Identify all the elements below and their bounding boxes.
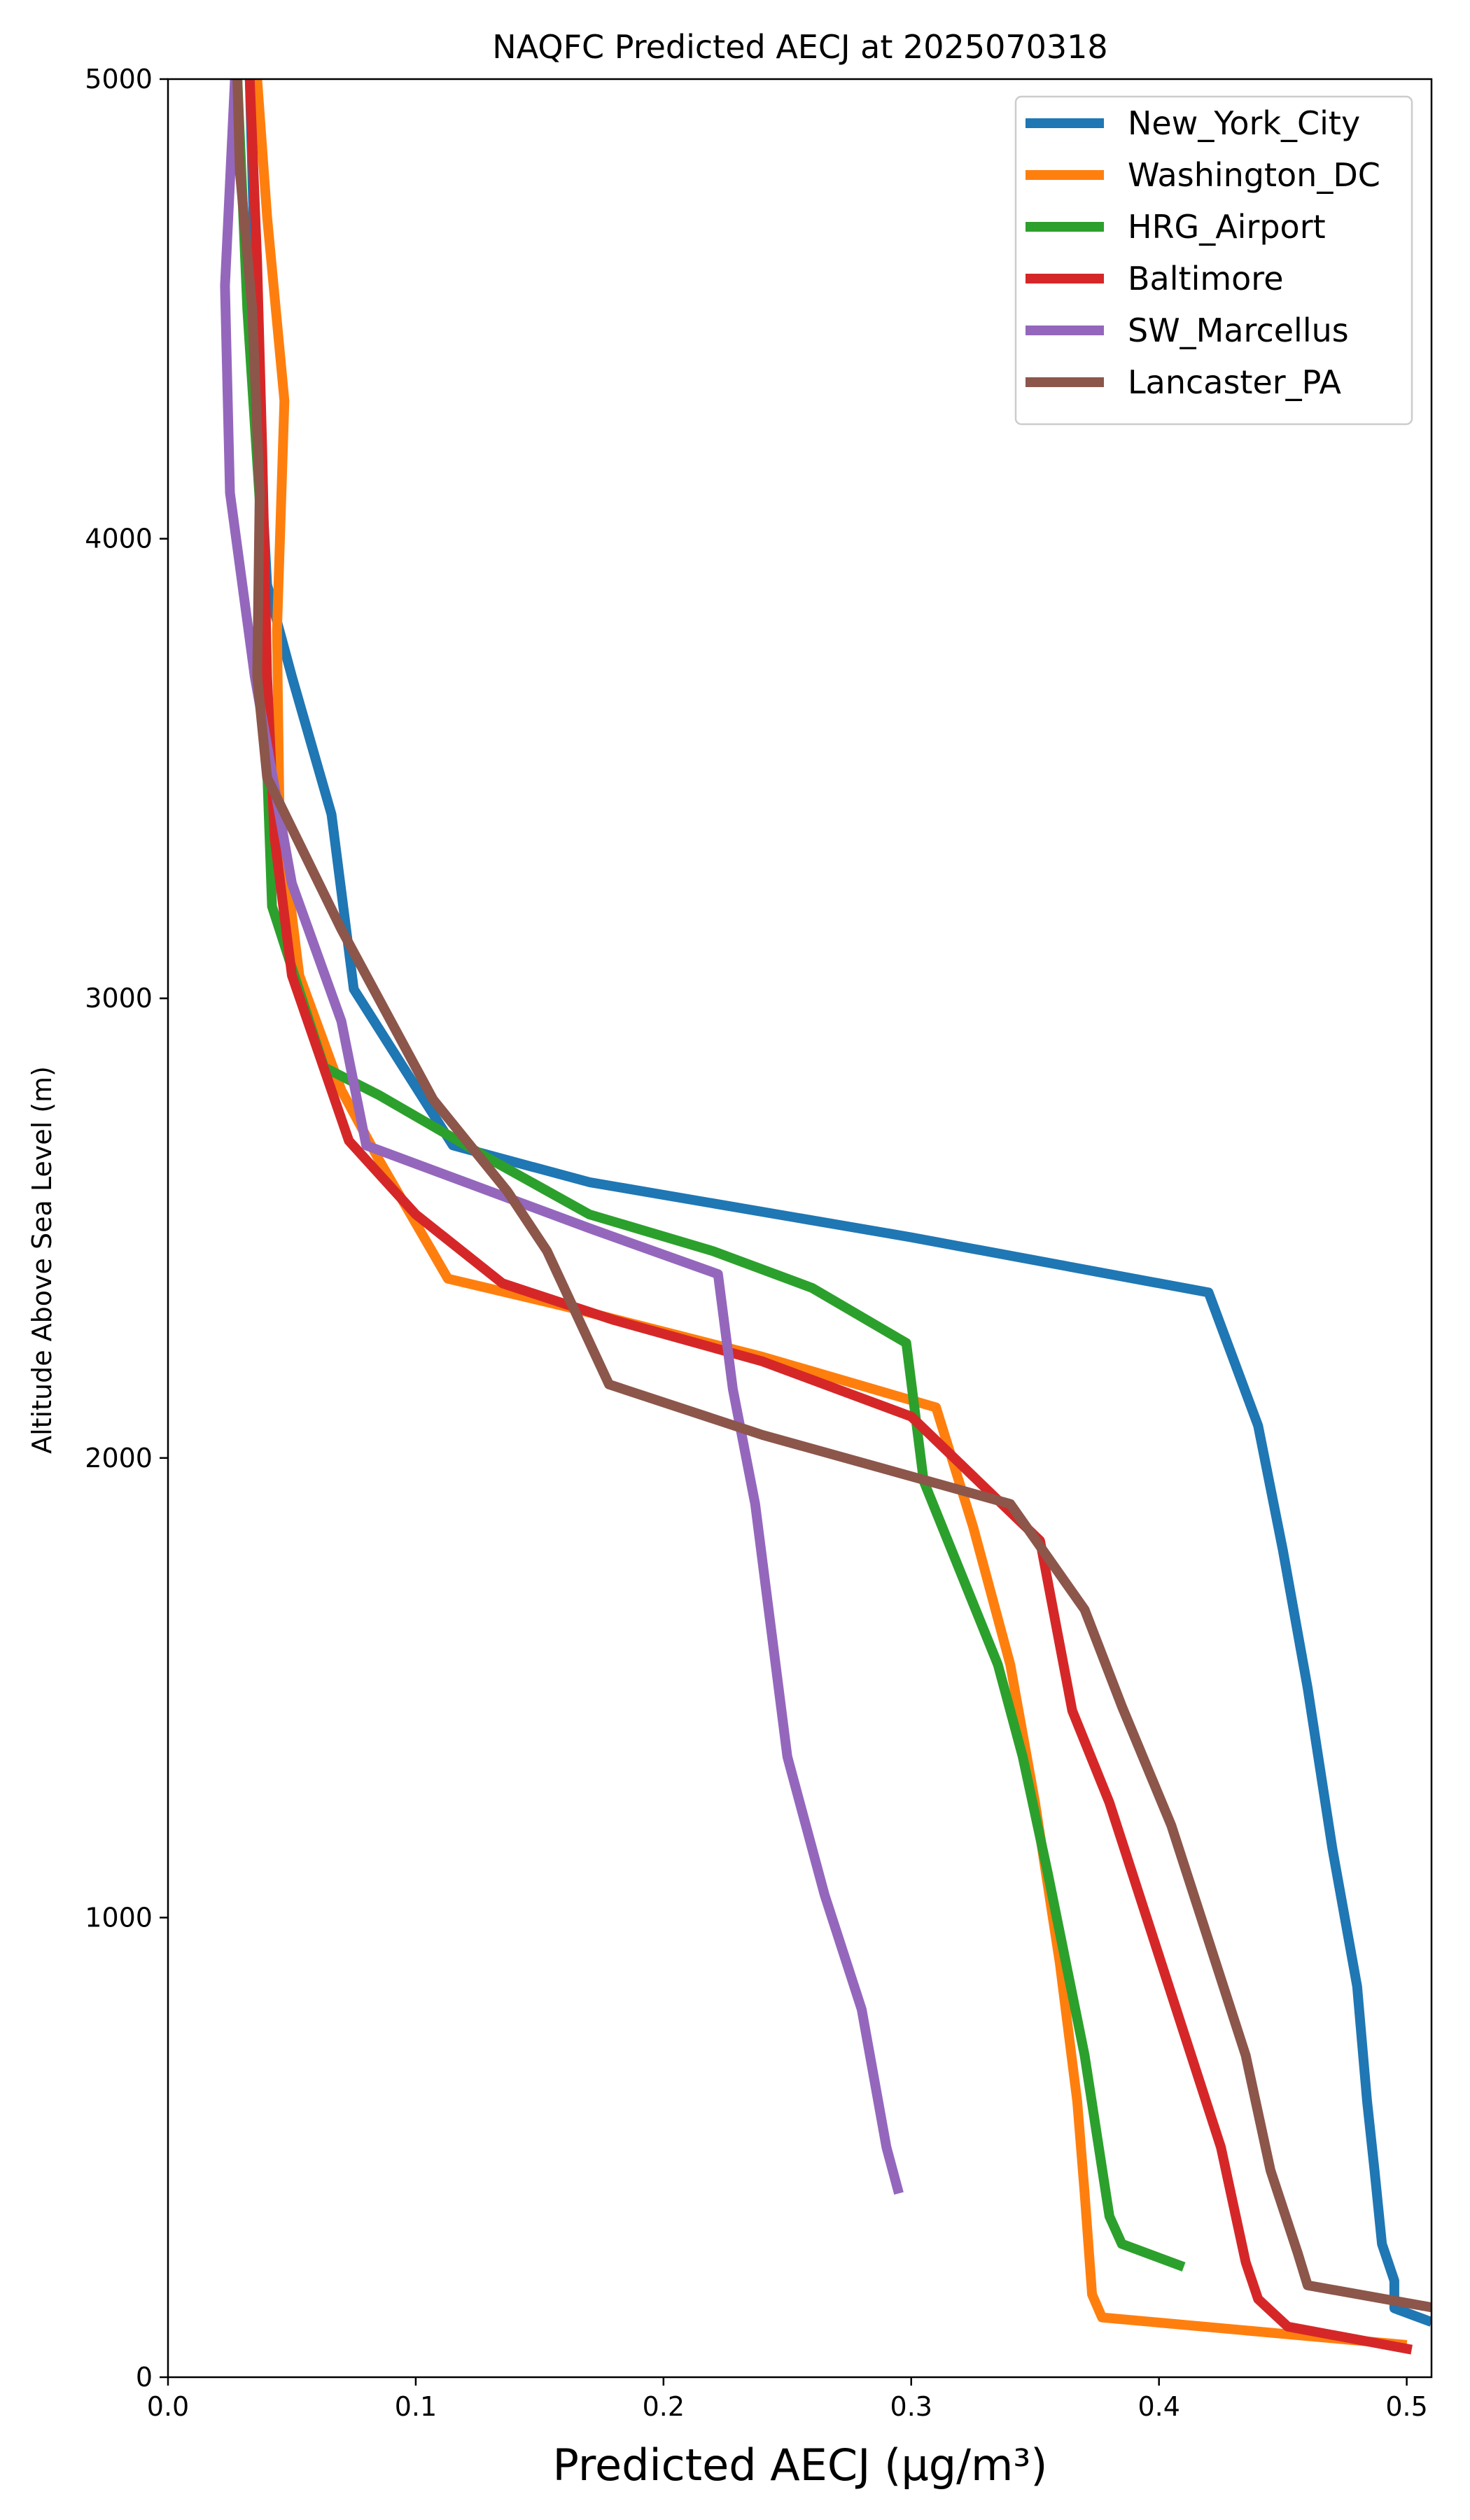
series-line-sw-marcellus: [220, 79, 904, 2195]
legend-label: Baltimore: [1128, 260, 1284, 298]
plot-frame: [167, 78, 1433, 2379]
series-layer: [220, 79, 1432, 2355]
y-tick-label: 3000: [85, 983, 153, 1014]
x-tick-label: 0.5: [1385, 2391, 1427, 2422]
tick-layer: 0.0 0.1 0.2 0.3 0.4 0.5 0 1000 2000 3000 4000 5000: [85, 64, 1428, 2422]
legend: New_York_City Washington_DC HRG_Airport Bal…: [1014, 95, 1413, 426]
x-tick-label: 0.3: [890, 2391, 932, 2422]
chart-title: NAQFC Predicted AECJ at 2025070318: [492, 28, 1107, 66]
x-tick-label: 0.2: [643, 2391, 685, 2422]
y-tick-label: 4000: [85, 524, 153, 554]
legend-label: New_York_City: [1128, 104, 1360, 142]
y-tick-label: 0: [136, 2362, 153, 2393]
legend-box: [1014, 95, 1413, 426]
y-tick-label: 2000: [85, 1443, 153, 1474]
legend-label: SW_Marcellus: [1128, 312, 1349, 349]
legend-label: Lancaster_PA: [1128, 363, 1341, 401]
y-tick-label: 1000: [85, 1902, 153, 1933]
series-line-lancaster-pa: [232, 79, 1432, 2313]
x-tick-label: 0.0: [147, 2391, 189, 2422]
x-tick-label: 0.4: [1138, 2391, 1180, 2422]
legend-label: HRG_Airport: [1128, 208, 1326, 246]
x-axis-title: Predicted AECJ (μg/m³): [553, 2440, 1048, 2491]
y-axis-title: Altitude Above Sea Level (m): [27, 1066, 57, 1454]
y-tick-label: 5000: [85, 64, 153, 94]
legend-label: Washington_DC: [1128, 156, 1380, 194]
x-tick-label: 0.1: [395, 2391, 437, 2422]
